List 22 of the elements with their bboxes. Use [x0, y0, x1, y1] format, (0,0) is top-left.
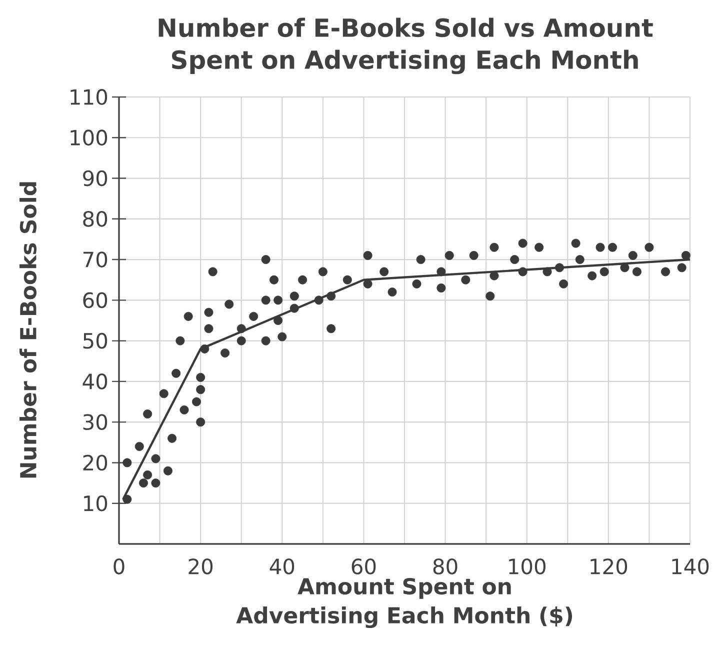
y-tick-label: 110 [70, 89, 108, 105]
y-tick-label: 40 [82, 373, 108, 390]
y-tick-label: 30 [83, 414, 108, 430]
y-tick-label: 100 [70, 130, 108, 146]
x-tick-label: 140 [672, 558, 709, 574]
y-axis-title: Number of E-Books Sold [19, 182, 37, 478]
x-tick-label: 20 [188, 558, 213, 574]
x-tick-label: 100 [509, 558, 546, 574]
x-tick-label: 120 [590, 558, 628, 574]
y-tick-label: 80 [83, 210, 108, 227]
y-tick-label: 70 [83, 252, 108, 268]
x-tick-label: 0 [114, 558, 124, 574]
y-tick-label: 60 [83, 292, 108, 308]
x-tick-label: 40 [270, 558, 294, 574]
chart-title: Number of E-Books Sold vs Amount Spent on Advertising Each Month [158, 18, 653, 74]
y-tick-label: 50 [83, 332, 108, 349]
y-tick-label: 10 [84, 495, 108, 512]
y-tick-label: 20 [83, 454, 108, 471]
x-tick-label: 60 [352, 558, 376, 574]
x-tick-label: 80 [433, 558, 458, 574]
y-tick-label: 90 [83, 170, 108, 186]
x-axis-title: Amount Spent on Advertising Each Month ($) [236, 578, 572, 628]
